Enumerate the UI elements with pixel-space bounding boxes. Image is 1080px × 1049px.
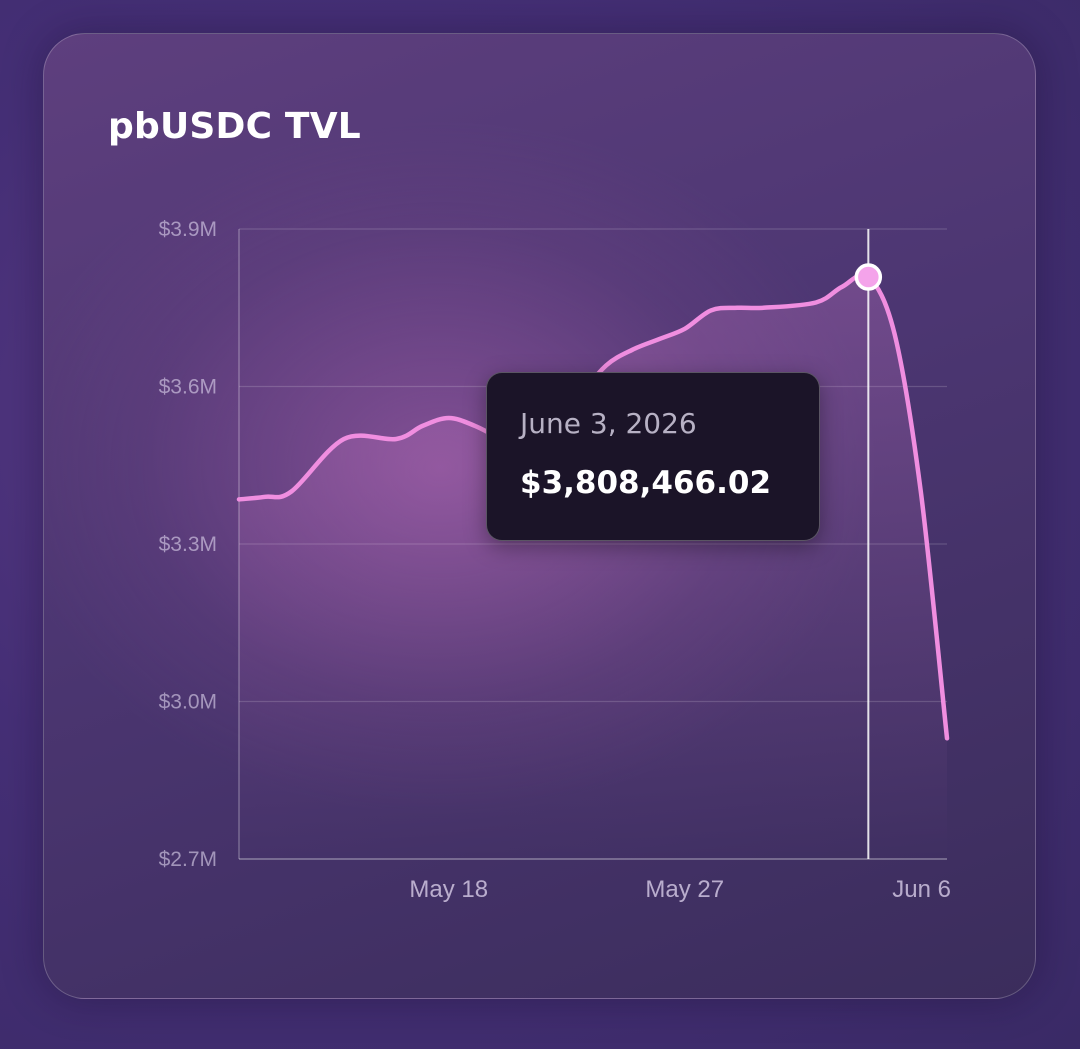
y-tick-label: $3.6M [159, 376, 217, 399]
x-tick-label: May 18 [409, 876, 488, 903]
y-tick-label: $3.3M [159, 533, 217, 556]
y-tick-label: $3.9M [159, 218, 217, 241]
x-axis-ticks: May 18 May 27 Jun 6 [409, 876, 951, 903]
tvl-card: pbUSDC TVL $3.9M $3.6M $3.3M $3.0M $2.7M May… [43, 33, 1036, 999]
tooltip-value: $3,808,466.02 [520, 465, 772, 501]
y-axis-ticks: $3.9M $3.6M $3.3M $3.0M $2.7M [159, 218, 217, 871]
area-fill [239, 274, 947, 859]
y-tick-label: $3.0M [159, 691, 217, 714]
hover-data-point[interactable] [854, 263, 883, 291]
value-tooltip: June 3, 2026 $3,808,466.02 [486, 372, 820, 541]
x-tick-label: Jun 6 [892, 876, 951, 903]
y-tick-label: $2.7M [159, 848, 217, 871]
chart-title: pbUSDC TVL [108, 106, 361, 147]
tooltip-date: June 3, 2026 [520, 407, 697, 440]
x-tick-label: May 27 [645, 876, 724, 903]
